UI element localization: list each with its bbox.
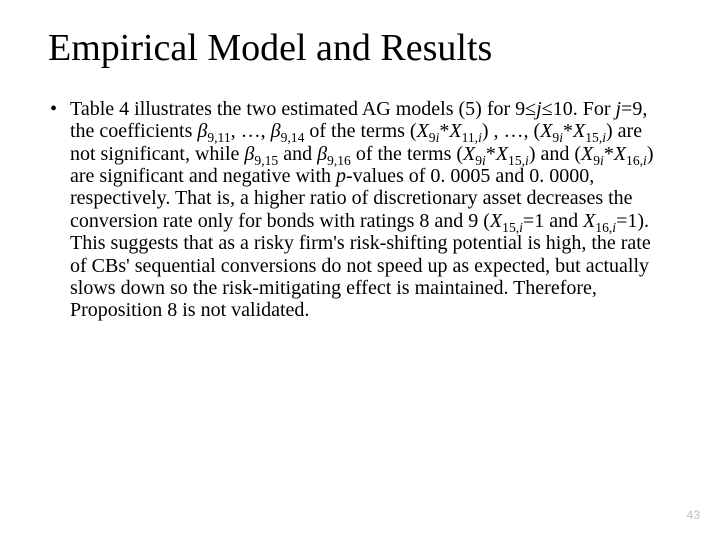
page-number: 43 <box>687 508 700 522</box>
text: of the terms ( <box>351 143 463 165</box>
text: * <box>563 120 573 142</box>
text: Table 4 illustrates the two estimated AG… <box>70 98 536 120</box>
text: ) and ( <box>529 143 581 165</box>
var-x: X <box>496 143 508 165</box>
beta: β <box>244 143 254 165</box>
var-x: X <box>463 143 475 165</box>
text: ) , …, ( <box>482 120 540 142</box>
var-x: X <box>490 210 502 232</box>
var-x: X <box>417 120 429 142</box>
subscript: 16, <box>626 153 643 168</box>
bullet-list: Table 4 illustrates the two estimated AG… <box>48 98 672 322</box>
slide-body: Table 4 illustrates the two estimated AG… <box>48 98 672 322</box>
slide-title: Empirical Model and Results <box>48 28 672 70</box>
var-x: X <box>573 120 585 142</box>
var-x: X <box>614 143 626 165</box>
var-x: X <box>449 120 461 142</box>
bullet-item: Table 4 illustrates the two estimated AG… <box>48 98 672 322</box>
var-x: X <box>583 210 595 232</box>
text: of the terms ( <box>304 120 416 142</box>
beta: β <box>317 143 327 165</box>
var-x: X <box>540 120 552 142</box>
slide: Empirical Model and Results Table 4 illu… <box>0 0 720 540</box>
beta: β <box>271 120 281 142</box>
text: * <box>486 143 496 165</box>
var-p: p <box>336 165 346 187</box>
text: =1 and <box>523 210 583 232</box>
text: ≤10. For <box>542 98 616 120</box>
text: , …, <box>231 120 271 142</box>
text: * <box>604 143 614 165</box>
text: and <box>278 143 317 165</box>
text: * <box>439 120 449 142</box>
beta: β <box>197 120 207 142</box>
var-x: X <box>581 143 593 165</box>
